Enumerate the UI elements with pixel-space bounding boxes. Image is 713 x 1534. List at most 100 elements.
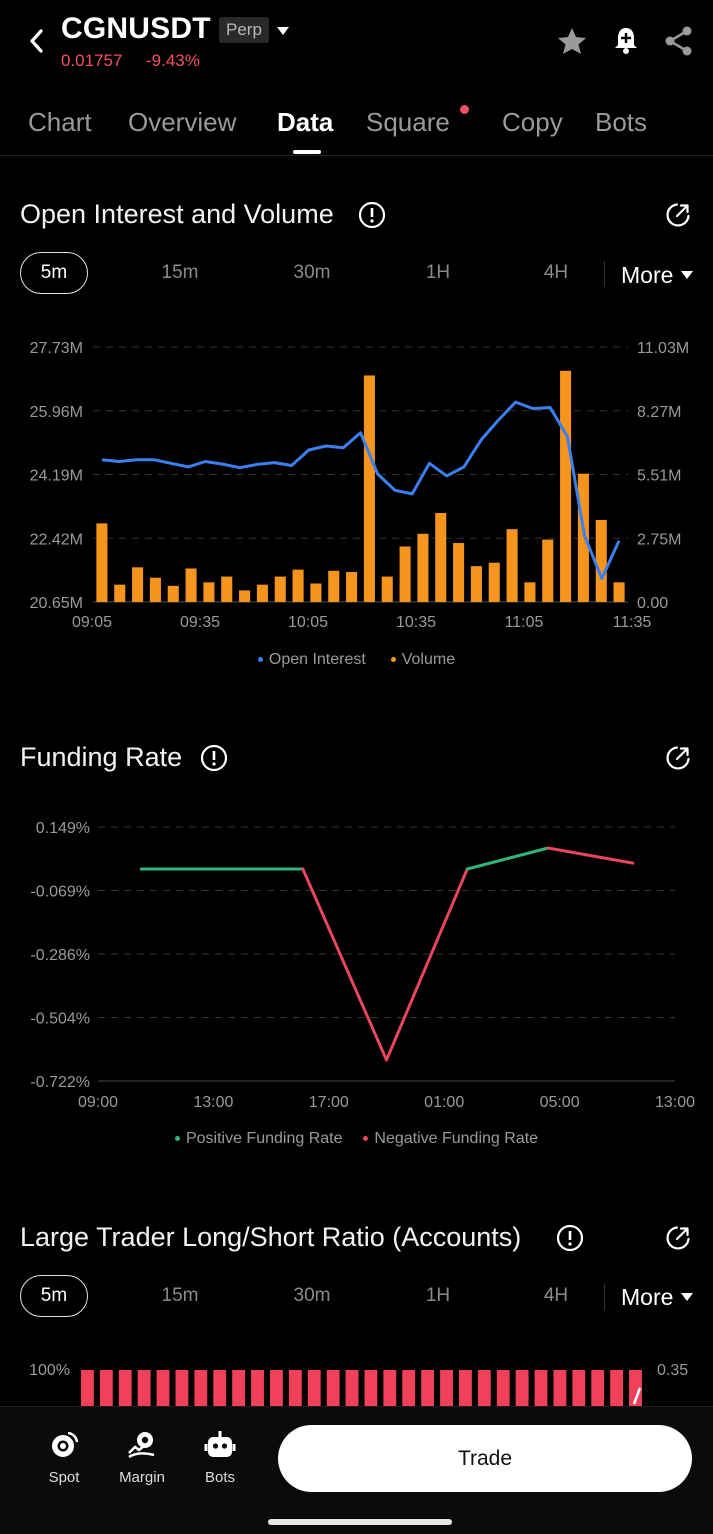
volume-bar xyxy=(203,582,215,602)
ratio-info-icon[interactable] xyxy=(556,1224,584,1257)
ratio-interval-4h-button[interactable]: 4H xyxy=(543,1285,569,1306)
ratio-more-label: More xyxy=(621,1284,674,1310)
ratio-bar xyxy=(477,1370,491,1406)
oi-y-left-tick: 24.19M xyxy=(30,468,83,485)
volume-bar xyxy=(114,584,126,602)
funding-x-tick: 01:00 xyxy=(424,1094,464,1111)
back-button[interactable] xyxy=(22,26,52,56)
ratio-bar xyxy=(629,1370,642,1406)
tab-copy[interactable]: Copy xyxy=(502,107,563,137)
legend-volume: Volume xyxy=(390,651,455,668)
oi-y-right-tick: 11.03M xyxy=(637,340,689,357)
last-price: 0.01757 xyxy=(61,51,123,70)
ratio-bar xyxy=(515,1370,529,1406)
oi-expand-icon[interactable] xyxy=(664,201,692,234)
volume-bar xyxy=(328,570,340,602)
volume-bar xyxy=(595,519,607,602)
legend-positive-funding: Positive Funding Rate xyxy=(174,1130,342,1147)
funding-y-tick: -0.722% xyxy=(30,1074,90,1091)
nav-bots-button[interactable]: Bots xyxy=(190,1429,250,1489)
oi-y-left-tick: 22.42M xyxy=(30,531,83,548)
funding-y-tick: -0.286% xyxy=(30,947,90,964)
funding-x-tick: 13:00 xyxy=(655,1094,695,1111)
interval-divider xyxy=(604,261,605,287)
ratio-expand-icon[interactable] xyxy=(664,1224,692,1257)
oi-info-icon[interactable] xyxy=(358,201,386,234)
volume-bar xyxy=(132,567,144,602)
spot-icon xyxy=(52,1431,79,1457)
oi-y-left-tick: 25.96M xyxy=(30,404,83,421)
bottom-nav: Spot Margin Bots Trade xyxy=(0,1406,713,1534)
ratio-bar xyxy=(402,1370,416,1406)
ratio-bar xyxy=(591,1370,605,1406)
funding-x-tick: 05:00 xyxy=(540,1094,580,1111)
oi-y-right-tick: 0.00 xyxy=(637,595,668,612)
oi-y-right-tick: 2.75M xyxy=(637,531,681,548)
tab-square[interactable]: Square xyxy=(366,107,450,137)
ratio-more-intervals-button[interactable]: More xyxy=(621,1284,694,1311)
ratio-interval-1h-button[interactable]: 1H xyxy=(425,1285,451,1306)
tab-data[interactable]: Data xyxy=(277,107,334,137)
volume-bar xyxy=(96,523,108,602)
ratio-bar xyxy=(251,1370,264,1406)
oi-y-right-tick: 8.27M xyxy=(637,404,681,421)
ratio-bar xyxy=(213,1370,227,1406)
ratio-interval-30m-button[interactable]: 30m xyxy=(293,1285,331,1306)
volume-bar xyxy=(560,370,572,602)
interval-15m-button[interactable]: 15m xyxy=(161,262,199,283)
volume-bar xyxy=(577,473,589,602)
ratio-bar xyxy=(364,1370,378,1406)
ratio-bar xyxy=(459,1370,472,1406)
caret-down-icon xyxy=(680,271,693,279)
oi-volume-chart: 27.73M 11.03M 25.96M 8.27M 24.19M 5.51M 22.42M… xyxy=(30,340,690,630)
ratio-bar xyxy=(610,1370,624,1406)
nav-spot-button[interactable]: Spot xyxy=(34,1429,94,1489)
interval-4h-button[interactable]: 4H xyxy=(543,262,569,283)
funding-rate-chart: 0.149% -0.069% -0.286% -0.504% -0.722% 09:00 1… xyxy=(30,820,695,1111)
favorite-star-icon[interactable] xyxy=(556,25,588,62)
funding-rate-segment xyxy=(465,846,550,871)
ratio-bar xyxy=(137,1370,151,1406)
share-icon[interactable] xyxy=(663,25,695,62)
ratio-bar xyxy=(326,1370,340,1406)
volume-bar xyxy=(274,576,286,602)
tab-overview[interactable]: Overview xyxy=(128,107,237,137)
perp-badge: Perp xyxy=(219,17,269,43)
interval-1h-button[interactable]: 1H xyxy=(425,262,451,283)
volume-bar xyxy=(256,584,268,602)
oi-x-tick: 09:35 xyxy=(180,614,220,630)
trade-button[interactable]: Trade xyxy=(278,1425,692,1492)
nav-spot-label: Spot xyxy=(48,1469,80,1486)
funding-y-tick: 0.149% xyxy=(36,820,90,837)
volume-bar xyxy=(399,546,411,602)
ratio-bar xyxy=(307,1370,321,1406)
ratio-bar xyxy=(572,1370,586,1406)
ratio-bar xyxy=(553,1370,567,1406)
symbol-dropdown-icon[interactable] xyxy=(275,24,291,42)
volume-bar xyxy=(167,585,179,602)
oi-x-tick: 11:35 xyxy=(613,614,652,630)
funding-x-tick: 13:00 xyxy=(193,1094,233,1111)
long-short-ratio-chart: 100% 0.35 xyxy=(29,1362,688,1406)
oi-y-left-tick: 20.65M xyxy=(30,595,83,612)
ratio-interval-15m-button[interactable]: 15m xyxy=(161,1285,199,1306)
volume-bar xyxy=(417,533,429,602)
interval-30m-button[interactable]: 30m xyxy=(293,262,331,283)
nav-bots-label: Bots xyxy=(204,1469,235,1486)
funding-expand-icon[interactable] xyxy=(664,744,692,777)
interval-5m-button[interactable]: 5m xyxy=(20,252,88,294)
ratio-bar xyxy=(345,1370,359,1406)
oi-y-left-tick: 27.73M xyxy=(30,340,83,357)
ratio-interval-5m-button[interactable]: 5m xyxy=(20,1275,88,1317)
legend-open-interest: Open Interest xyxy=(257,651,366,668)
price-alert-bell-icon[interactable] xyxy=(610,24,642,61)
tab-bots[interactable]: Bots xyxy=(595,107,648,137)
nav-margin-button[interactable]: Margin xyxy=(112,1429,172,1489)
ratio-bar xyxy=(99,1370,113,1406)
ratio-bar xyxy=(496,1370,510,1406)
tab-chart[interactable]: Chart xyxy=(28,107,92,137)
funding-info-icon[interactable] xyxy=(200,744,228,777)
more-intervals-button[interactable]: More xyxy=(621,262,694,289)
funding-rate-segment xyxy=(385,867,469,1062)
symbol-title[interactable]: CGNUSDT xyxy=(61,12,211,45)
